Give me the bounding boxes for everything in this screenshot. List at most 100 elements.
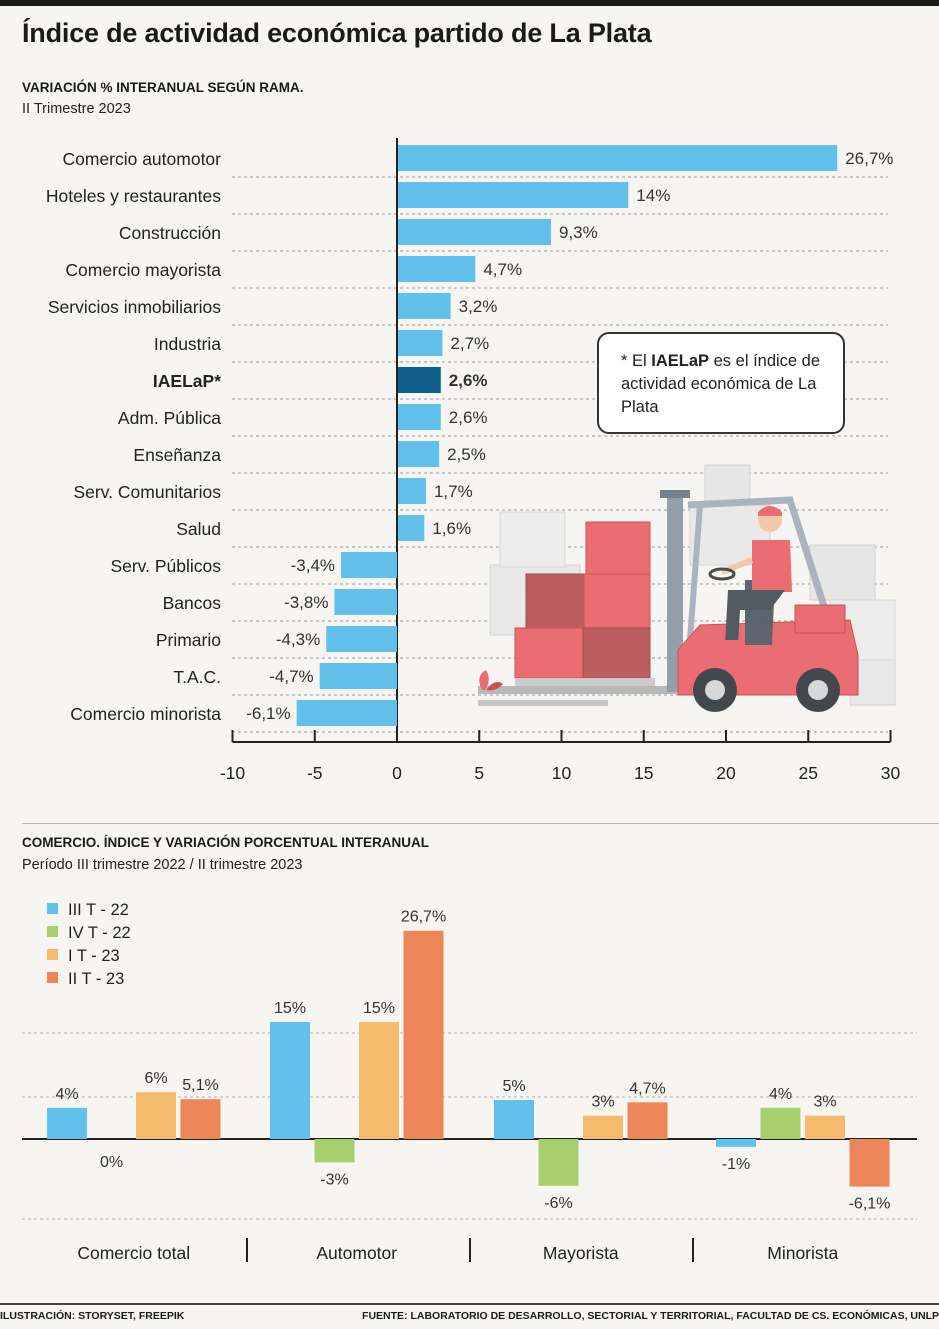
- bar-15: [296, 700, 397, 726]
- footer-source-label: FUENTE:: [362, 1310, 408, 1322]
- bar-5: [398, 330, 443, 356]
- value-label: -6%: [544, 1195, 572, 1212]
- footer-rule: [0, 1303, 939, 1305]
- footer-illustration-value: STORYSET, FREEPIK: [78, 1310, 185, 1322]
- value-label: -1%: [722, 1156, 750, 1173]
- bar-1-1: [314, 1139, 355, 1163]
- category-label: Construcción: [119, 223, 221, 243]
- legend-swatch: [47, 949, 58, 960]
- value-label: 5,1%: [182, 1077, 218, 1094]
- legend-swatch: [47, 926, 58, 937]
- bar-12: [334, 589, 397, 615]
- bar-2-0: [494, 1100, 534, 1139]
- note-prefix: * El: [621, 352, 652, 370]
- value-label: -3,8%: [284, 593, 328, 612]
- value-label: -6,1%: [246, 704, 290, 723]
- value-label: 2,6%: [449, 408, 488, 427]
- value-label: 14%: [636, 186, 670, 205]
- bar-0-0: [47, 1107, 87, 1139]
- footer-illustration: ILUSTRACIÓN: STORYSET, FREEPIK: [0, 1310, 184, 1322]
- legend-label: II T - 23: [68, 970, 124, 988]
- category-label: Comercio automotor: [62, 149, 221, 169]
- value-label: 4,7%: [483, 260, 522, 279]
- value-label: 15%: [363, 1000, 395, 1017]
- bar-7: [398, 404, 441, 430]
- footer-source: FUENTE: LABORATORIO DE DESARROLLO, SECTO…: [362, 1310, 939, 1322]
- value-label: 2,5%: [447, 445, 486, 464]
- value-label: -6,1%: [849, 1196, 891, 1213]
- bar-3-2: [805, 1115, 845, 1139]
- category-label: Serv. Públicos: [110, 556, 221, 576]
- x-tick-label: -5: [307, 763, 323, 783]
- bar-1: [398, 182, 629, 208]
- x-tick-label: 0: [392, 763, 402, 783]
- category-label: Minorista: [767, 1243, 838, 1263]
- value-label: 9,3%: [559, 223, 598, 242]
- forklift-illustration: [478, 464, 896, 712]
- bar-4: [398, 293, 451, 319]
- category-label: Salud: [176, 519, 221, 539]
- category-label: T.A.C.: [173, 667, 221, 687]
- chart1-period: II Trimestre 2023: [22, 101, 131, 117]
- category-label: Automotor: [316, 1243, 397, 1263]
- legend-label: I T - 23: [68, 947, 120, 965]
- value-label: 2,6%: [449, 371, 488, 390]
- category-label: Serv. Comunitarios: [73, 482, 221, 502]
- category-label: Servicios inmobiliarios: [48, 297, 221, 317]
- x-tick-label: 10: [552, 763, 572, 783]
- x-tick-label: 15: [634, 763, 653, 783]
- value-label: 26,7%: [845, 149, 893, 168]
- bar-3-1: [760, 1107, 801, 1139]
- value-label: 26,7%: [401, 909, 446, 926]
- value-label: 3,2%: [459, 297, 498, 316]
- value-label: 1,6%: [432, 519, 471, 538]
- bar-6: [398, 367, 441, 393]
- x-tick-label: 20: [716, 763, 736, 783]
- chart1-subtitle: VARIACIÓN % INTERANUAL SEGÚN RAMA.: [22, 80, 304, 95]
- bar-3: [398, 256, 476, 282]
- iaelap-note: * El IAELaP es el índice de actividad ec…: [597, 332, 845, 434]
- x-tick-label: 30: [881, 763, 901, 783]
- bar-9: [398, 478, 426, 504]
- bar-1-2: [359, 1022, 399, 1139]
- bar-0-2: [136, 1092, 176, 1139]
- legend-swatch: [47, 903, 58, 914]
- bar-0-3: [180, 1099, 221, 1139]
- x-tick-label: 5: [474, 763, 484, 783]
- value-label: -4,7%: [269, 667, 313, 686]
- category-label: Enseñanza: [133, 445, 221, 465]
- category-label: Comercio minorista: [70, 704, 221, 724]
- value-label: 15%: [274, 1000, 306, 1017]
- page-title: Índice de actividad económica partido de…: [22, 18, 652, 48]
- bar-3-0: [716, 1139, 756, 1147]
- bar-2-1: [538, 1139, 579, 1186]
- category-label: IAELaP*: [153, 371, 221, 391]
- bar-8: [398, 441, 440, 467]
- bar-2: [398, 219, 551, 245]
- footer-illustration-label: ILUSTRACIÓN:: [0, 1310, 76, 1322]
- bar-2-2: [583, 1115, 623, 1139]
- bar-1-0: [270, 1022, 310, 1139]
- bar-11: [341, 552, 397, 578]
- legend-label: III T - 22: [68, 901, 129, 919]
- section-divider: [22, 823, 939, 824]
- bar-10: [398, 515, 425, 541]
- bar-14: [319, 663, 397, 689]
- category-label: Bancos: [163, 593, 222, 613]
- top-rule: [0, 0, 939, 6]
- value-label: 1,7%: [434, 482, 473, 501]
- category-label: Adm. Pública: [118, 408, 221, 428]
- value-label: 3%: [813, 1094, 836, 1111]
- bar-2-3: [627, 1102, 668, 1139]
- category-label: Industria: [154, 334, 221, 354]
- category-label: Primario: [156, 630, 221, 650]
- chart2-period: Período III trimestre 2022 / II trimestr…: [22, 857, 303, 873]
- value-label: 4%: [769, 1086, 792, 1103]
- x-tick-label: -10: [220, 763, 246, 783]
- value-label: -3%: [320, 1171, 348, 1188]
- category-label: Comercio mayorista: [65, 260, 221, 280]
- value-label: 4,7%: [629, 1080, 665, 1097]
- value-label: 4%: [55, 1086, 78, 1103]
- legend-label: IV T - 22: [68, 924, 131, 942]
